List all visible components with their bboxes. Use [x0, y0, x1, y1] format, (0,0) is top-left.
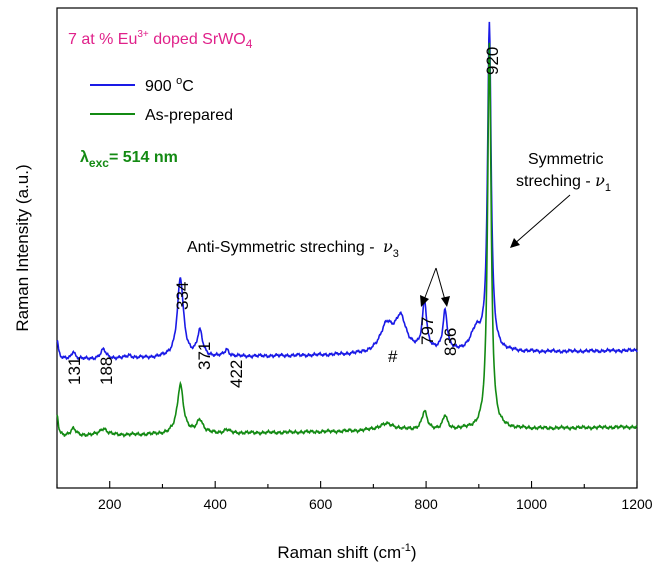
legend-label-900C: 900 oC	[145, 75, 194, 95]
series-line-as-prepared	[56, 42, 638, 438]
x-tick-label-400: 400	[204, 496, 228, 512]
peak-label-836: 836	[441, 328, 460, 356]
antisym-arrow-right-line	[435, 267, 446, 301]
legend-label-900C-tail: C	[182, 78, 194, 95]
chart-title-sup: 3+	[137, 29, 149, 40]
x-axis-title-sup: -1	[401, 542, 411, 554]
legend-label-900C-sup: o	[176, 75, 182, 87]
antisym-annotation-text: Anti-Symmetric streching -	[187, 239, 379, 256]
antisym-nu-sub: 3	[393, 248, 399, 260]
symmetric-annotation-line1: Symmetric	[528, 151, 604, 168]
x-tick-label-800: 800	[414, 496, 438, 512]
peak-label-131: 131	[65, 357, 84, 385]
chart-title-rest: doped SrWO	[149, 31, 246, 48]
x-axis-title: Raman shift (cm-1)	[277, 542, 416, 562]
chart-title-sub: 4	[246, 37, 253, 51]
x-axis-title-tail: )	[411, 543, 417, 562]
series-line-900C	[56, 21, 638, 361]
symmetric-annotation-text: streching -	[516, 173, 595, 190]
antisym-arrow-right-head	[441, 296, 450, 307]
x-axis-ticks: 200 400 600 800 1000 1200	[56, 481, 653, 512]
x-tick-label-1200: 1200	[621, 496, 652, 512]
peak-label-797: 797	[418, 317, 437, 345]
symmetric-arrow-head	[510, 238, 520, 248]
y-axis-title: Raman Intensity (a.u.)	[13, 164, 32, 331]
excitation-label: λexc= 514 nm	[80, 149, 178, 170]
chart-title-main: 7 at % Eu	[68, 31, 137, 48]
peak-label-920: 920	[483, 47, 502, 75]
peak-label-334: 334	[173, 282, 192, 310]
legend-label-900C-main: 900	[145, 78, 176, 95]
x-tick-label-200: 200	[98, 496, 122, 512]
symmetric-arrow-line	[512, 194, 571, 246]
symmetric-nu-sub: 1	[605, 182, 611, 194]
legend: 900 oC As-prepared	[90, 75, 233, 124]
antisym-nu: ν	[383, 237, 393, 256]
peak-label-188: 188	[97, 357, 116, 385]
chart-title: 7 at % Eu3+ doped SrWO4	[68, 29, 253, 51]
antisym-annotation: Anti-Symmetric streching - ν3	[187, 237, 399, 260]
antisym-arrow-left-head	[420, 295, 429, 307]
x-tick-label-1000: 1000	[516, 496, 547, 512]
peak-label-422: 422	[227, 360, 246, 388]
x-tick-label-600: 600	[309, 496, 333, 512]
antisym-arrow-left-line	[423, 267, 437, 301]
lambda-value: = 514 nm	[109, 149, 178, 166]
x-axis-title-main: Raman shift (cm	[277, 543, 401, 562]
lambda-symbol: λ	[80, 149, 89, 166]
lambda-subscript: exc	[89, 156, 109, 170]
symmetric-annotation-line2: streching - ν1	[516, 171, 611, 194]
symmetric-nu: ν	[595, 171, 605, 190]
plot-frame	[56, 7, 638, 489]
peak-label-hash: #	[388, 347, 398, 366]
peak-label-371: 371	[195, 342, 214, 370]
legend-label-as-prepared: As-prepared	[145, 107, 233, 124]
